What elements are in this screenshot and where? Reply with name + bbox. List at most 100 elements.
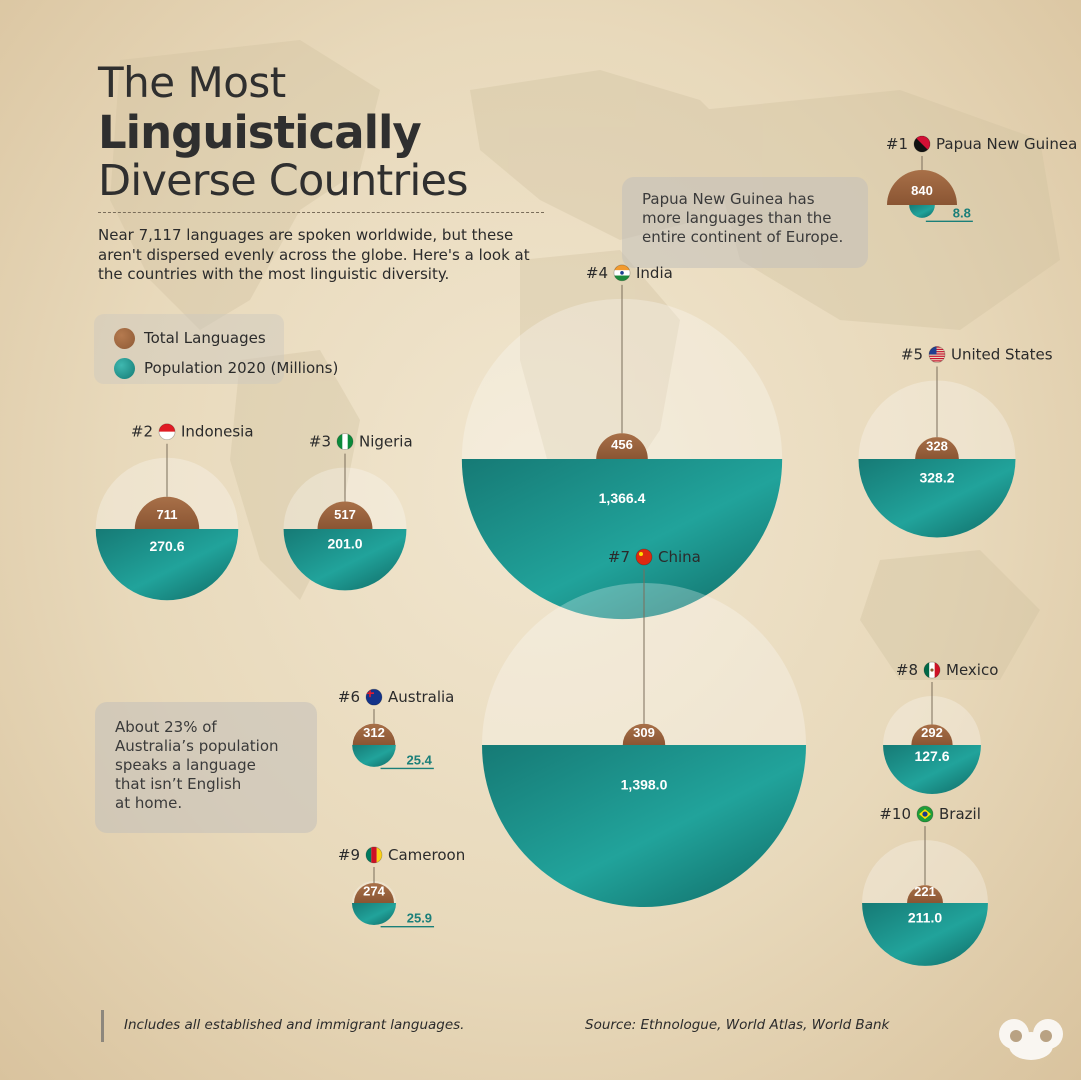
title-divider xyxy=(98,212,544,213)
flag-part xyxy=(929,346,945,348)
note-line: more languages than the xyxy=(642,209,832,227)
population-half-circle xyxy=(858,459,1016,538)
flag-part xyxy=(934,662,940,679)
languages-value-label: 711 xyxy=(157,507,178,522)
population-half-circle xyxy=(461,459,783,620)
languages-half-circle xyxy=(911,724,953,745)
legend-label-population: Population 2020 (Millions) xyxy=(144,359,339,377)
flag-fill xyxy=(159,423,175,440)
flag-part xyxy=(371,846,377,863)
legend-item-population: Population 2020 (Millions) xyxy=(114,357,338,379)
brand-logo-icon xyxy=(999,1019,1063,1060)
flag-united-states-icon xyxy=(928,346,946,363)
country-name: Indonesia xyxy=(181,423,254,441)
country-name: China xyxy=(658,548,701,566)
flag-cameroon-icon xyxy=(365,846,383,864)
flag-outline xyxy=(613,264,631,282)
flag-part xyxy=(159,423,175,432)
country-papua-new-guinea: #1 Papua New Guinea 840 8.8 xyxy=(886,135,1077,222)
languages-half-circle xyxy=(352,723,396,745)
country-rank: #5 xyxy=(901,346,923,364)
flag-part xyxy=(929,348,945,350)
flag-fill xyxy=(929,346,945,362)
note-line: speaks a language xyxy=(115,756,256,774)
flag-outline xyxy=(916,805,934,823)
flag-part xyxy=(369,689,371,698)
flag-part xyxy=(929,353,945,355)
population-value-label: 270.6 xyxy=(149,538,184,554)
population-half-circle xyxy=(283,529,407,591)
languages-half-circle xyxy=(134,496,200,529)
flag-fill xyxy=(366,689,382,706)
languages-value-label: 312 xyxy=(363,725,385,740)
flag-fill xyxy=(366,846,382,863)
flag-part xyxy=(347,433,353,450)
flag-fill xyxy=(614,264,630,281)
country-rank: #7 xyxy=(608,548,630,566)
flag-part xyxy=(929,355,945,357)
population-half-circle xyxy=(883,745,981,794)
languages-half-circle xyxy=(354,883,394,903)
note-papua-new-guinea: Papua New Guinea has more languages than… xyxy=(622,177,868,268)
flag-part xyxy=(614,275,630,281)
languages-value-label: 456 xyxy=(611,437,633,452)
population-half-circle xyxy=(482,745,806,907)
note-line: entire continent of Europe. xyxy=(642,228,844,246)
flag-fill xyxy=(924,662,940,679)
population-half-circle xyxy=(909,205,935,218)
flag-outline xyxy=(923,661,941,679)
flag-fill xyxy=(914,136,930,152)
population-swatch-icon xyxy=(114,357,135,379)
country-name: Brazil xyxy=(939,805,981,823)
population-value-label: 25.9 xyxy=(407,911,432,926)
flag-india-icon xyxy=(613,264,631,282)
country-rank: #9 xyxy=(338,846,360,864)
languages-swatch-icon xyxy=(114,327,135,349)
languages-value-label: 517 xyxy=(334,507,356,522)
population-value-label: 127.6 xyxy=(914,748,949,764)
population-value-label: 8.8 xyxy=(953,205,971,220)
legend-item-languages: Total Languages xyxy=(114,327,266,349)
country-name: Mexico xyxy=(946,661,998,679)
flag-brazil-icon xyxy=(916,805,934,823)
population-half-circle xyxy=(351,903,397,926)
country-rank: #1 xyxy=(886,135,908,153)
note-line: Papua New Guinea has xyxy=(642,190,815,208)
country-rank: #2 xyxy=(131,423,153,441)
country-name: United States xyxy=(951,346,1053,364)
flag-part xyxy=(924,662,930,679)
flag-outline xyxy=(635,548,653,566)
languages-value-label: 274 xyxy=(363,883,385,898)
population-half-circle xyxy=(862,903,988,966)
country-mexico: #8 Mexico 292 127.6 xyxy=(883,661,998,794)
country-name: India xyxy=(636,264,673,282)
languages-value-label: 309 xyxy=(633,725,655,740)
flag-part xyxy=(929,351,945,353)
flag-part xyxy=(614,264,630,271)
country-brazil: #10 Brazil 221 211.0 xyxy=(862,805,988,966)
flag-china-icon xyxy=(635,548,653,566)
flag-part xyxy=(159,431,175,440)
footnote: Includes all established and immigrant l… xyxy=(124,1017,465,1033)
note-australia: About 23% of Australia’s population spea… xyxy=(95,702,317,833)
flag-fill xyxy=(636,549,652,565)
note-line: at home. xyxy=(115,794,183,812)
population-value-label: 1,398.0 xyxy=(621,777,668,793)
flag-fill xyxy=(917,806,933,823)
flag-part xyxy=(639,552,643,556)
country-nigeria: #3 Nigeria 517 201.0 xyxy=(283,433,413,591)
country-rank: #10 xyxy=(879,805,911,823)
source-credit: Source: Ethnologue, World Atlas, World B… xyxy=(585,1017,890,1033)
flag-outline xyxy=(913,135,931,153)
languages-half-circle xyxy=(596,433,648,459)
languages-value-label: 221 xyxy=(914,884,936,899)
flag-nigeria-icon xyxy=(336,433,354,450)
country-rank: #3 xyxy=(309,433,331,451)
note-line: About 23% of xyxy=(115,718,217,736)
population-value-label: 328.2 xyxy=(919,470,954,486)
flag-part xyxy=(929,358,945,360)
country-name: Papua New Guinea xyxy=(936,135,1077,153)
country-rank: #8 xyxy=(896,661,918,679)
population-value-label: 211.0 xyxy=(908,910,942,926)
country-united-states: #5 United States 328 328.2 xyxy=(858,346,1053,538)
